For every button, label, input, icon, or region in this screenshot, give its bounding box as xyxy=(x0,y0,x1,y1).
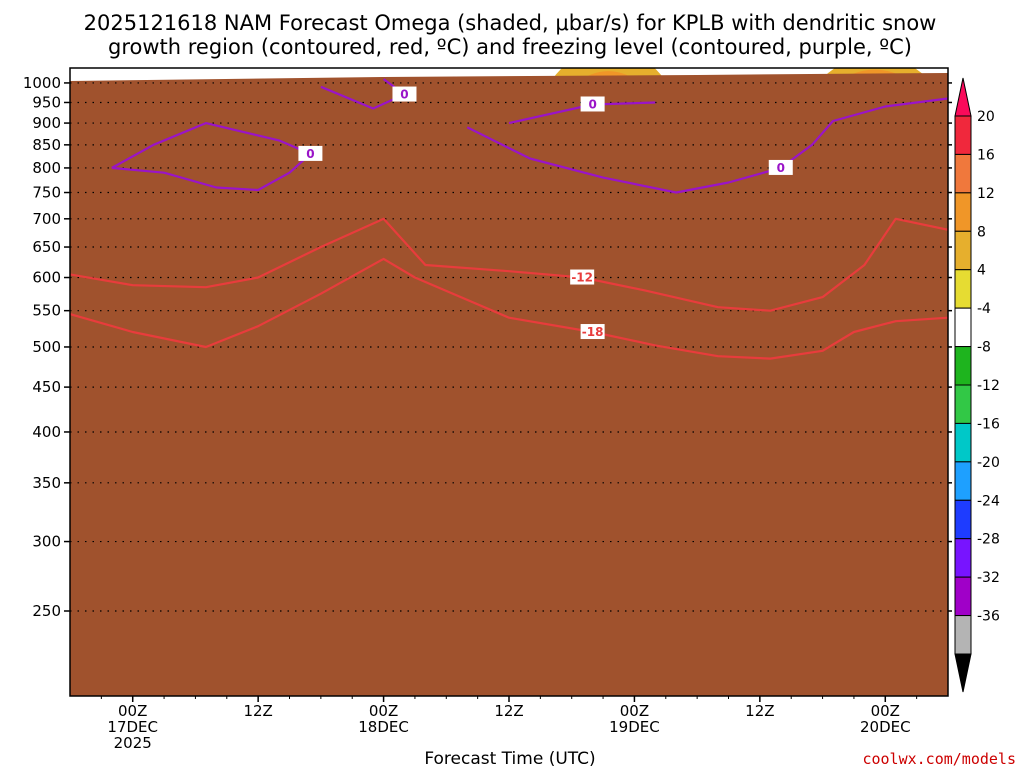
dgz-contour-label-1: -12 xyxy=(571,271,593,285)
colorbar-box-7 xyxy=(954,346,972,386)
x-tick-label-5-0: 12Z xyxy=(745,702,774,720)
x-tick-label-0-1: 17DEC xyxy=(107,718,158,736)
colorbar-label-13: -36 xyxy=(977,609,1000,625)
y-tick-label-950: 950 xyxy=(32,93,61,111)
colorbar-bottom-arrow xyxy=(954,653,972,693)
y-tick-label-800: 800 xyxy=(32,159,61,177)
dgz-contour-label-0: -18 xyxy=(582,325,604,339)
descent-region-5-level-1 xyxy=(269,763,290,768)
dgz-contour-1 xyxy=(70,217,948,312)
colorbar-box-3 xyxy=(954,192,972,232)
freezing-level-label-bg-3 xyxy=(580,96,605,112)
x-tick-label-4-0: 00Z xyxy=(620,702,649,720)
x-tick-label-3-0: 12Z xyxy=(494,702,523,720)
colorbar-label-11: -28 xyxy=(977,532,1000,548)
colorbar-box-10 xyxy=(954,461,972,501)
y-tick-label-550: 550 xyxy=(32,302,61,320)
y-tick-label-1000: 1000 xyxy=(23,74,61,92)
dgz-label-bg-1 xyxy=(570,269,595,285)
y-tick-label-700: 700 xyxy=(32,210,61,228)
colorbar-box-8 xyxy=(954,384,972,424)
colorbar-label-12: -32 xyxy=(977,570,1000,586)
x-tick-label-0-2: 2025 xyxy=(114,734,152,752)
colorbar-label-0: 20 xyxy=(977,109,995,125)
colorbar-box-13 xyxy=(954,576,972,617)
y-tick-label-600: 600 xyxy=(32,269,61,287)
colorbar-box-12 xyxy=(954,538,972,578)
colorbar-box-6 xyxy=(954,307,972,348)
y-tick-label-450: 450 xyxy=(32,378,61,396)
colorbar-label-4: 4 xyxy=(977,263,986,279)
colorbar-box-5 xyxy=(954,269,972,309)
x-tick-label-6-0: 00Z xyxy=(871,702,900,720)
colorbar-box-14 xyxy=(954,615,972,655)
colorbar-label-7: -12 xyxy=(977,378,1000,394)
credit-text: coolwx.com/models xyxy=(862,750,1016,768)
y-tick-label-300: 300 xyxy=(32,533,61,551)
colorbar-box-4 xyxy=(954,230,972,271)
freezing-level-contour-label-2: 0 xyxy=(777,161,785,175)
colorbar-label-3: 8 xyxy=(977,224,986,240)
freezing-level-label-bg-1 xyxy=(392,86,417,102)
colorbar: 20 16 12 8 4 -4 -8 -12 -16 -20 -24 -28 -32 -36 xyxy=(954,77,1000,693)
title-line-1: 2025121618 NAM Forecast Omega (shaded, μ… xyxy=(84,11,937,35)
y-tick-label-400: 400 xyxy=(32,423,61,441)
dgz-contour-0 xyxy=(70,257,948,360)
colorbar-label-2: 12 xyxy=(977,186,995,202)
freezing-level-label-bg-2 xyxy=(768,159,793,175)
freezing-level-contour-label-3: 0 xyxy=(588,97,596,111)
colorbar-label-5: -4 xyxy=(977,301,991,317)
colorbar-box-2 xyxy=(954,153,972,194)
y-tick-label-350: 350 xyxy=(32,474,61,492)
x-tick-label-6-1: 20DEC xyxy=(860,718,911,736)
colorbar-label-10: -24 xyxy=(977,493,1000,509)
plot-area: -18 -12 0 0 0 0 xyxy=(70,68,948,768)
y-tick-label-900: 900 xyxy=(32,114,61,132)
dgz-label-bg-0 xyxy=(580,324,605,340)
freezing-level-label-bg-0 xyxy=(298,145,323,161)
y-tick-label-250: 250 xyxy=(32,602,61,620)
colorbar-label-6: -8 xyxy=(977,340,991,356)
colorbar-label-9: -20 xyxy=(977,455,1000,471)
colorbar-box-11 xyxy=(954,499,972,540)
colorbar-box-9 xyxy=(954,422,972,463)
x-tick-label-1-0: 12Z xyxy=(243,702,272,720)
x-tick-label-2-0: 00Z xyxy=(369,702,398,720)
x-tick-label-2-1: 18DEC xyxy=(358,718,409,736)
chart-title: 2025121618 NAM Forecast Omega (shaded, μ… xyxy=(84,11,937,59)
terrain xyxy=(70,72,948,696)
y-tick-label-750: 750 xyxy=(32,184,61,202)
y-tick-label-650: 650 xyxy=(32,238,61,256)
colorbar-box-1 xyxy=(954,115,972,155)
title-line-2: growth region (contoured, red, ºC) and f… xyxy=(108,35,912,59)
x-tick-label-0-0: 00Z xyxy=(118,702,147,720)
x-tick-label-4-1: 19DEC xyxy=(609,718,660,736)
y-tick-label-500: 500 xyxy=(32,338,61,356)
colorbar-label-8: -16 xyxy=(977,416,1000,432)
y-tick-label-850: 850 xyxy=(32,136,61,154)
freezing-level-contour-2 xyxy=(466,97,948,194)
freezing-level-contour-label-0: 0 xyxy=(306,147,314,161)
colorbar-top-arrow xyxy=(954,77,972,117)
colorbar-label-1: 16 xyxy=(977,147,995,163)
x-axis-title: Forecast Time (UTC) xyxy=(424,749,595,768)
freezing-level-contour-label-1: 0 xyxy=(400,88,408,102)
freezing-level-contour-0 xyxy=(111,121,312,192)
